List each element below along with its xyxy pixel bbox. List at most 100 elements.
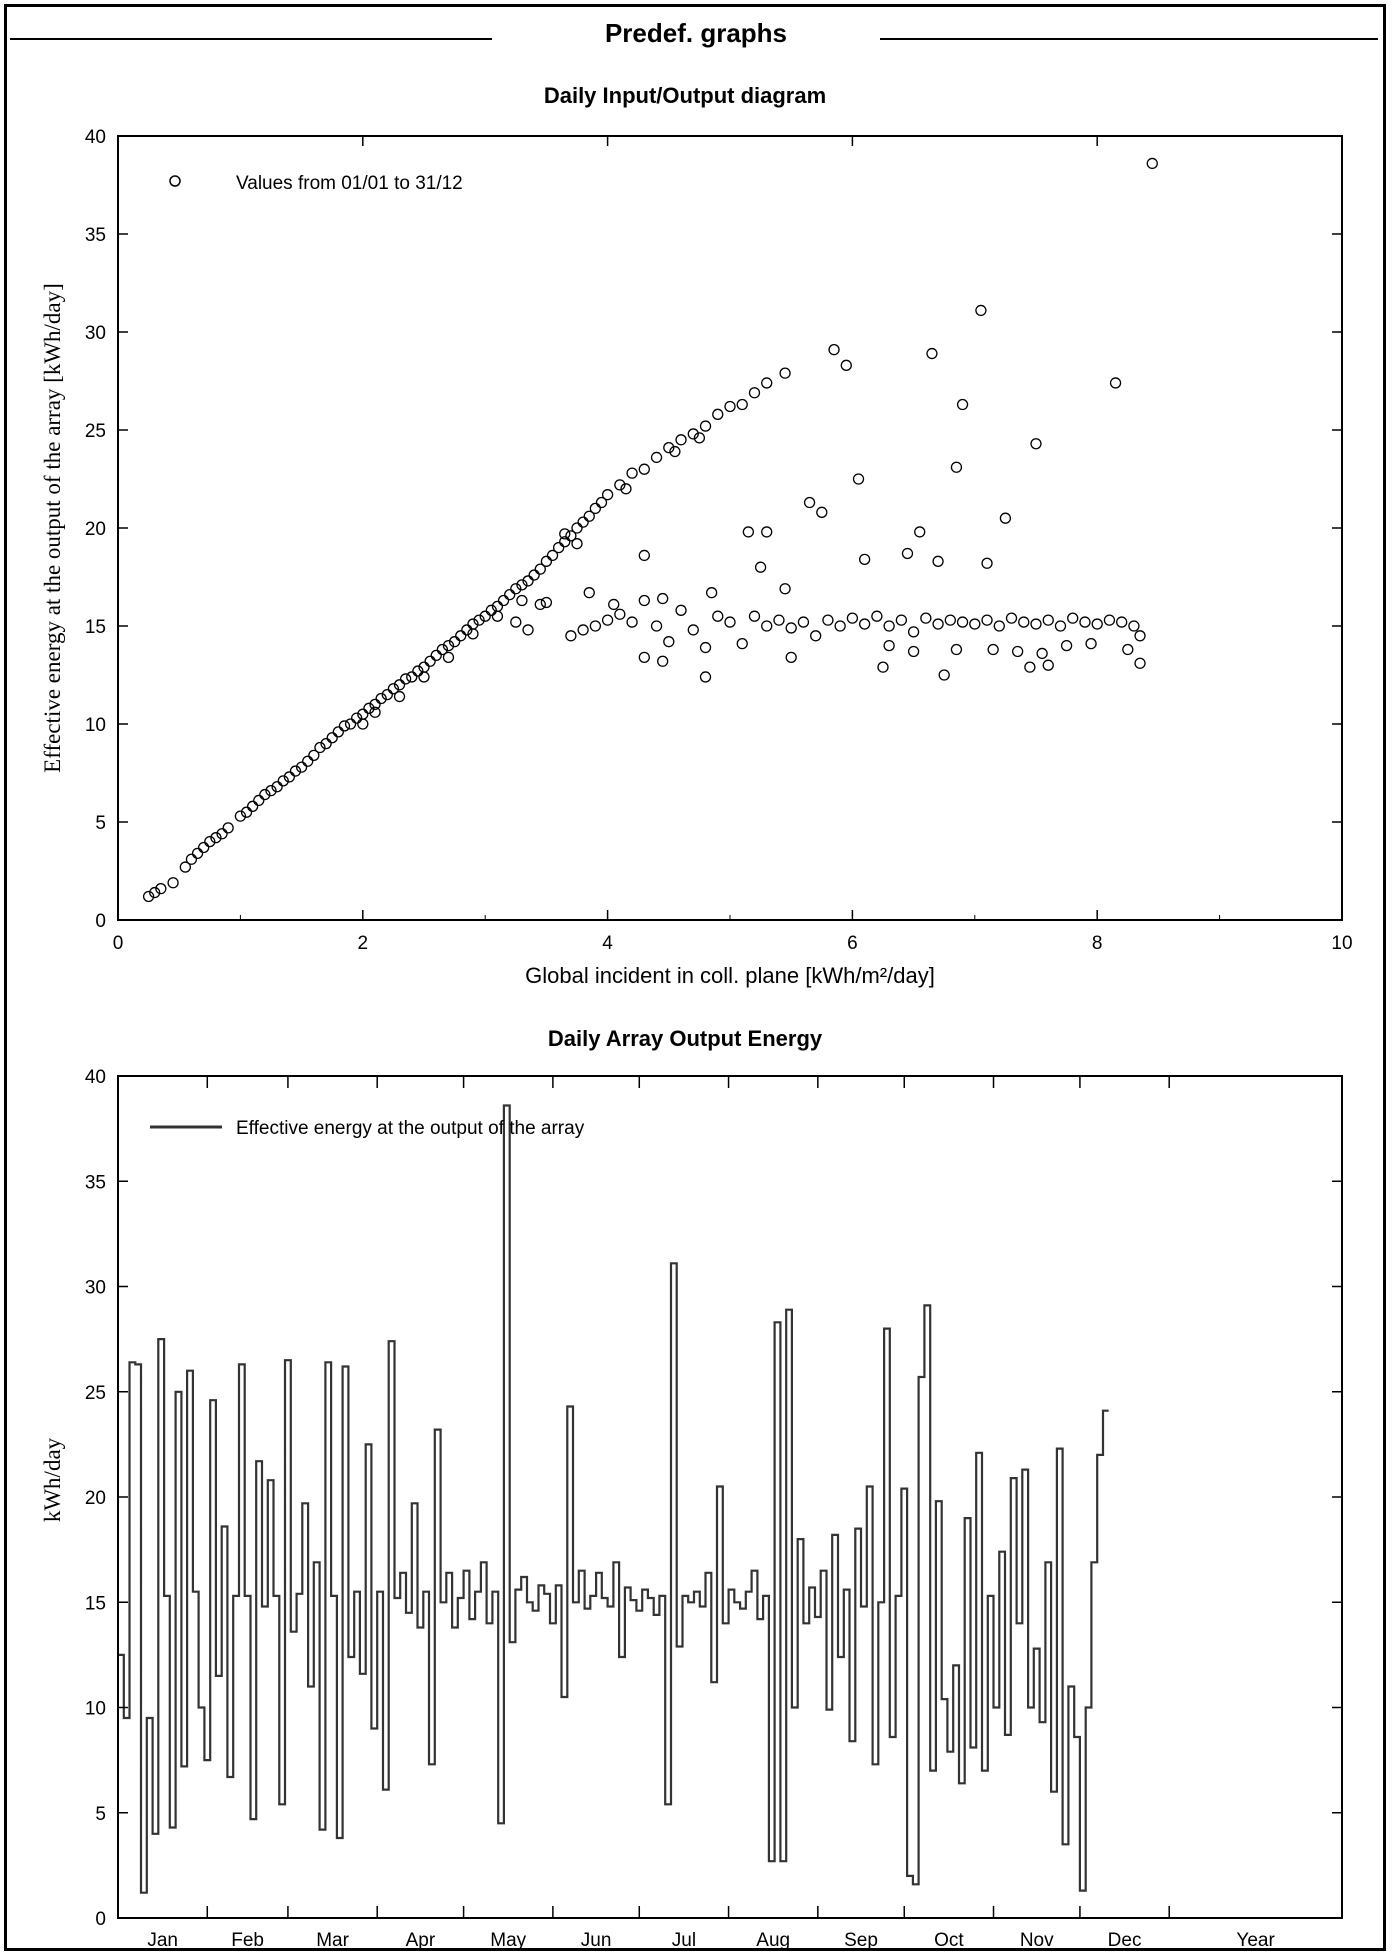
chart2-y-tick-label: 20 [85,1488,106,1509]
chart1-data-point [430,649,442,662]
chart1-data-point [981,557,993,569]
chart1-data-point [565,630,577,642]
chart1-data-point [816,506,828,518]
chart1-data-point [932,618,944,630]
chart1-title: Daily Input/Output diagram [544,83,826,108]
chart1-data-point [669,445,681,458]
chart1-data-point [920,612,932,624]
chart1-data-point [944,614,956,626]
chart2-y-tick-label: 5 [95,1804,106,1825]
chart1-data-point [1060,639,1073,652]
chart1-y-axis-label: Effective energy at the output of the ar… [40,283,65,773]
chart1-data-point [516,594,528,607]
chart1-data-point [663,441,675,454]
chart1-data-point [204,835,216,848]
chart1-data-point [840,359,852,371]
chart1-data-point [277,775,289,787]
chart1-data-point [583,510,595,522]
chart1-data-point [216,828,228,840]
chart1-data-point [399,673,412,685]
chart1-data-point [485,604,497,616]
chart1-data-point [687,428,699,440]
chart1-data-point [455,630,467,642]
chart1-data-point [552,541,565,554]
chart1-data-point [491,610,504,622]
chart1-data-point [926,347,938,360]
chart1-data-point [375,692,387,705]
chart1-data-point [742,526,755,538]
chart1-data-point [179,861,191,873]
chart1-data-point [357,718,369,730]
chart1-data-point [1018,616,1030,628]
chart2-x-tick-label: Oct [934,1930,964,1950]
chart1-data-point [761,377,773,389]
chart2-legend-label: Effective energy at the output of the ar… [236,1118,585,1139]
chart1-data-point [393,679,406,691]
chart1-data-point [761,526,773,538]
chart2-x-tick-label: Jul [672,1930,696,1950]
chart1-data-point [320,737,332,750]
chart1-data-point [577,516,589,528]
chart1-data-point [657,655,669,667]
chart1-data-point [351,712,363,724]
chart1-data-point [614,608,626,620]
chart1-data-point [234,810,247,822]
chart2-y-tick-label: 30 [85,1278,106,1299]
chart1-data-point [589,502,602,515]
chart1-data-point [528,569,540,581]
chart2-series-line [118,1104,1109,1894]
chart1-data-point [657,592,669,605]
chart1-plot-frame [117,135,1343,921]
chart1-data-point [1128,620,1140,632]
chart1-y-tick-label: 25 [85,421,106,442]
chart1-data-point [779,583,791,595]
chart1-data-point [155,882,167,895]
chart1-data-point [571,522,583,534]
chart1-data-point [516,579,528,591]
chart1-data-point [724,400,736,413]
chart2-y-tick-label: 0 [95,1909,106,1930]
chart1-data-point [712,408,724,420]
chart1-data-point [797,616,810,628]
header-rule-left [10,38,492,40]
chart1-data-point [222,822,234,834]
chart1-data-point [369,706,381,718]
chart1-data-point [938,669,950,681]
chart2-y-tick-label: 25 [85,1383,106,1404]
chart1-data-point [858,618,871,630]
chart1-data-point [1054,620,1067,632]
chart2-y-axis-label: kWh/day [40,1437,65,1522]
chart1-data-point [871,610,883,622]
chart1-data-point [185,853,198,865]
chart1-data-point [240,806,253,818]
chart1-data-point [663,636,675,648]
chart1-data-point [699,671,712,683]
chart1-data-point [1134,657,1146,669]
chart1-data-point [1146,157,1158,170]
chart1-data-point [497,594,510,607]
chart1-data-point [479,610,491,622]
chart2-x-tick-label: Mar [316,1930,349,1950]
chart1-data-point [828,343,840,356]
chart1-data-point [210,832,222,844]
chart1-data-point [705,587,718,599]
chart1-data-point [1036,647,1048,660]
chart1-data-point [601,489,614,501]
chart1-data-point [583,587,595,599]
chart1-data-point [198,841,210,854]
chart1-data-point [259,788,271,801]
chart1-data-point [510,616,522,628]
chart1-data-point [344,718,357,730]
chart1-data-point [907,645,920,658]
chart1-data-point [571,538,583,550]
chart1-y-tick-label: 40 [85,127,106,148]
chart1-data-point [785,622,797,634]
chart1-data-point [638,651,650,664]
chart1-y-tick-label: 35 [85,225,106,246]
chart1-legend-marker [169,175,181,187]
chart1-data-point [785,651,797,664]
chart1-data-point [559,528,571,540]
chart1-data-point [1024,661,1036,673]
chart1-data-point [326,732,338,744]
chart1-data-point [754,561,767,573]
